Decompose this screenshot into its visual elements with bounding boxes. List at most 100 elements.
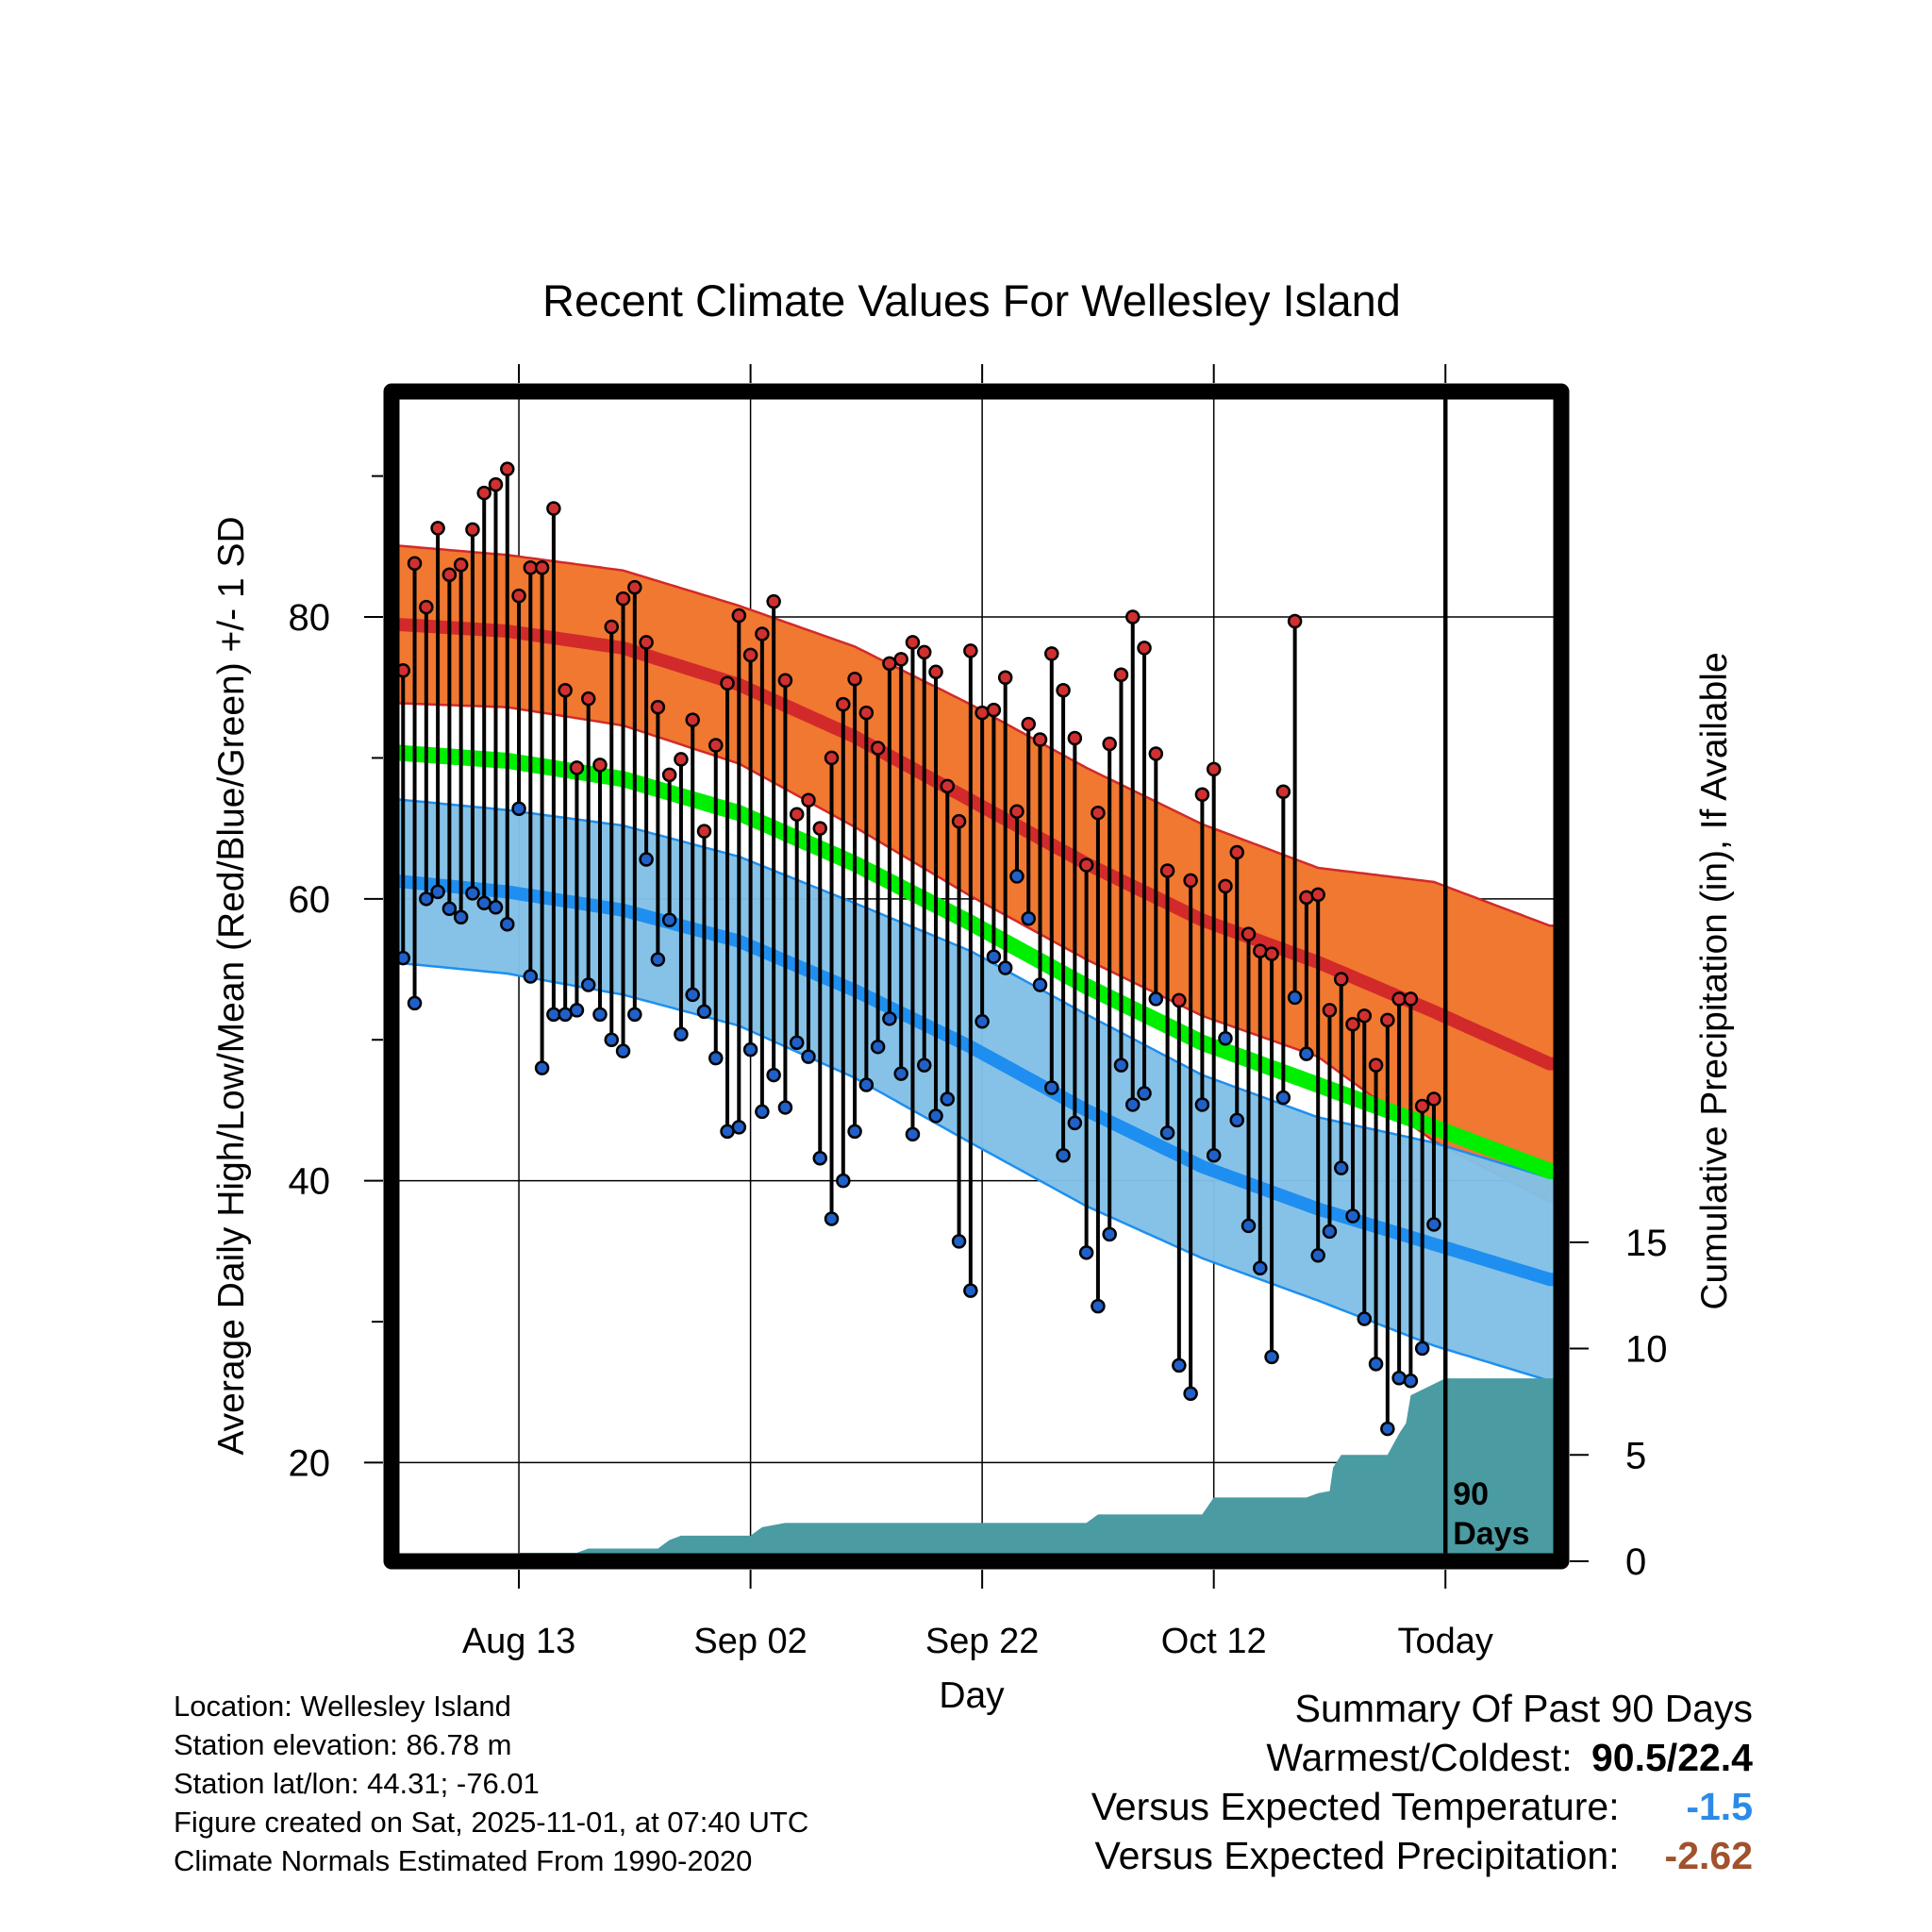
high-point: [1299, 890, 1314, 906]
today-label: 90 Days: [1453, 1476, 1529, 1552]
high-point: [766, 593, 781, 609]
low-point: [1159, 1125, 1175, 1141]
high-point: [963, 643, 978, 658]
high-point: [1172, 992, 1187, 1008]
high-point: [893, 652, 908, 667]
high-point: [1091, 805, 1106, 821]
summary-precip-row: Versus Expected Precipitation: -2.62: [1091, 1831, 1754, 1880]
summary-temp-row: Versus Expected Temperature: -1.5: [1091, 1782, 1753, 1831]
low-point: [615, 1043, 631, 1058]
high-point: [928, 664, 943, 680]
low-point: [986, 949, 1002, 964]
high-point: [696, 824, 712, 839]
high-point: [1021, 716, 1036, 732]
chart-title: Recent Climate Values For Wellesley Isla…: [542, 275, 1401, 325]
summary-warmest-row: Warmest/Coldest: 90.5/22.4: [1091, 1733, 1753, 1782]
high-point: [639, 635, 654, 650]
low-point: [1124, 1097, 1141, 1112]
high-point: [511, 588, 526, 604]
low-point: [639, 852, 654, 867]
low-point: [1391, 1371, 1407, 1386]
high-point: [1426, 1091, 1441, 1107]
high-point: [580, 691, 596, 707]
low-point: [1275, 1090, 1291, 1106]
low-point: [696, 1004, 712, 1020]
high-point: [858, 705, 874, 721]
low-point: [1333, 1160, 1349, 1175]
high-point: [742, 647, 758, 663]
high-point: [1229, 844, 1244, 860]
low-point: [1218, 1030, 1233, 1046]
low-point: [1357, 1311, 1373, 1326]
low-point: [858, 1077, 874, 1092]
low-point: [465, 886, 480, 901]
low-point: [1172, 1357, 1187, 1374]
low-point: [1137, 1086, 1152, 1101]
low-point: [1241, 1218, 1257, 1234]
low-point: [1032, 977, 1048, 992]
high-point: [569, 760, 585, 775]
high-point: [546, 501, 561, 516]
high-point: [708, 738, 724, 753]
high-point: [650, 699, 666, 715]
high-point: [1078, 858, 1094, 873]
high-point: [940, 778, 956, 794]
low-point: [1206, 1147, 1222, 1163]
low-point: [488, 900, 504, 915]
high-point: [974, 705, 990, 721]
high-point: [1159, 863, 1175, 878]
low-point: [1253, 1260, 1268, 1276]
high-point: [1148, 746, 1164, 761]
high-point: [801, 792, 816, 808]
plot-frame-group: [383, 383, 1570, 1570]
low-point: [419, 891, 434, 907]
high-point: [1124, 609, 1141, 625]
plot-frame: [383, 383, 1570, 1570]
high-point: [1275, 784, 1291, 800]
low-point: [453, 909, 469, 925]
high-point: [1044, 646, 1059, 661]
precip-anomaly-label: Versus Expected Precipitation:: [1094, 1834, 1620, 1877]
high-point: [1414, 1098, 1430, 1114]
high-point: [1067, 730, 1083, 746]
x-axis-label: Day: [939, 1675, 1005, 1716]
low-point: [592, 1007, 608, 1023]
low-point: [1183, 1386, 1198, 1401]
high-point: [812, 821, 828, 836]
low-point: [731, 1120, 747, 1135]
summary-panel: Summary Of Past 90 Days Warmest/Coldest:…: [1091, 1684, 1753, 1880]
low-point: [708, 1050, 724, 1066]
low-point: [685, 987, 700, 1003]
low-point: [882, 1011, 897, 1026]
low-point: [1148, 991, 1164, 1007]
low-point: [580, 977, 596, 992]
low-point: [789, 1035, 805, 1050]
low-point: [500, 916, 515, 932]
low-point: [1414, 1341, 1430, 1357]
low-point: [777, 1100, 793, 1115]
warmest-value: 90.5/22.4: [1591, 1736, 1753, 1779]
low-point: [1091, 1298, 1106, 1314]
high-point: [836, 696, 851, 712]
low-point: [1194, 1097, 1210, 1112]
high-point: [986, 702, 1002, 718]
high-point: [1113, 667, 1129, 683]
high-point: [1287, 613, 1303, 629]
high-point: [1264, 946, 1279, 961]
low-point: [847, 1124, 862, 1140]
high-point: [534, 559, 550, 575]
high-point: [720, 675, 735, 691]
y-tick-label: 20: [289, 1442, 331, 1484]
low-point: [1426, 1217, 1441, 1232]
low-point: [1078, 1245, 1094, 1260]
high-point: [1345, 1017, 1360, 1032]
low-point: [604, 1032, 620, 1047]
warmest-label: Warmest/Coldest:: [1266, 1736, 1573, 1779]
high-point: [777, 673, 793, 689]
high-point: [558, 682, 573, 698]
high-point: [465, 522, 480, 538]
low-point: [755, 1104, 770, 1120]
low-point: [1322, 1224, 1338, 1240]
high-point: [430, 521, 445, 536]
